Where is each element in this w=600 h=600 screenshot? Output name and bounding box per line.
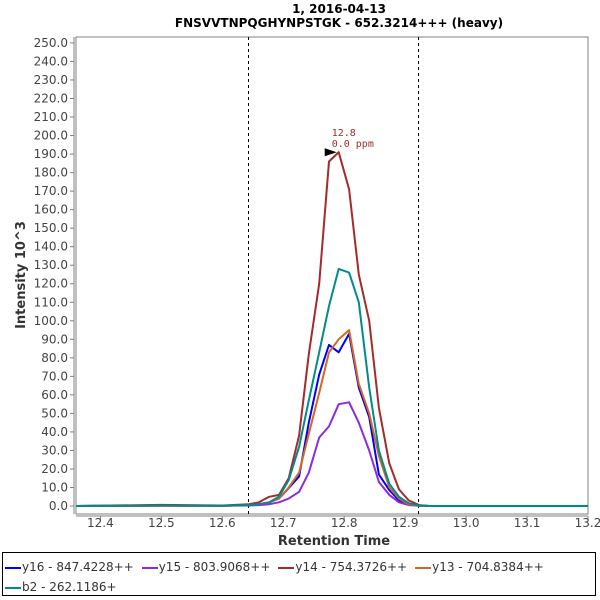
peak-ppm-label: 0.0 ppm [332,139,374,150]
x-tick-label: 12.9 [392,516,419,530]
x-tick-label: 12.8 [331,516,358,530]
legend-swatch [278,566,295,569]
y-tick-label: 60.0 [41,388,68,402]
y-tick-label: 240.0 [34,54,68,68]
y-tick-label: 130.0 [34,258,68,272]
legend-swatch [5,586,21,589]
y-tick-label: 20.0 [41,462,68,476]
y-tick-label: 80.0 [41,351,68,365]
x-tick-label: 12.5 [148,516,175,530]
y-tick-label: 170.0 [34,184,68,198]
chart-subtitle: FNSVVTNPQGHYNPSTGK - 652.3214+++ (heavy) [175,16,503,30]
y-tick-label: 210.0 [34,110,68,124]
y-tick-label: 40.0 [41,425,68,439]
y-tick-label: 220.0 [34,92,68,106]
legend: y16 - 847.4228++ y15 - 803.9068++ y14 - 75… [2,552,596,596]
chart-title: 1, 2016-04-13 [292,2,386,16]
y-tick-label: 0.0 [49,499,68,513]
legend-item: b2 - 262.1186+ [5,577,117,597]
x-tick-label: 13.1 [514,516,541,530]
x-tick-label: 13.2 [575,516,600,530]
peak-arrow-icon [324,148,337,157]
peak-rt-label: 12.8 [332,128,356,139]
x-tick-label: 12.6 [209,516,236,530]
legend-item: y16 - 847.4228++ [5,557,134,577]
y-tick-label: 180.0 [34,166,68,180]
y-tick-label: 230.0 [34,73,68,87]
x-axis-label: Retention Time [278,534,390,549]
y-tick-label: 70.0 [41,369,68,383]
x-tick-label: 13.0 [453,516,480,530]
y-tick-label: 160.0 [34,203,68,217]
legend-label: y15 - 803.9068++ [158,560,271,574]
y-tick-label: 140.0 [34,240,68,254]
y-tick-label: 150.0 [34,221,68,235]
y-axis: 0.0 10.0 20.0 30.0 40.0 50.0 60.0 70.0 80.0 90.0 1… [34,36,75,514]
y-tick-label: 110.0 [34,295,68,309]
y-tick-label: 30.0 [41,443,68,457]
legend-label: y13 - 704.8384++ [432,560,544,574]
legend-item: y13 - 704.8384++ [415,557,544,577]
series-line-b2 [75,267,588,507]
y-tick-label: 90.0 [41,332,68,346]
peak-annotation: 12.8 0.0 ppm [324,128,374,157]
y-tick-label: 50.0 [41,406,68,420]
y-tick-label: 10.0 [41,481,68,495]
legend-label: y16 - 847.4228++ [22,560,134,574]
legend-item: y15 - 803.9068++ [141,557,271,577]
y-tick-label: 200.0 [34,129,68,143]
y-tick-label: 250.0 [34,36,68,50]
legend-item: y14 - 754.3726++ [278,557,407,577]
x-axis: 12.4 12.5 12.6 12.7 12.8 12.9 13.0 13.1 13.2 [76,515,600,530]
legend-swatch [5,566,21,569]
peak-boundaries [247,37,420,514]
x-tick-label: 12.4 [87,516,114,530]
x-tick-label: 12.7 [270,516,297,530]
legend-label: y14 - 754.3726++ [295,560,408,574]
y-tick-label: 190.0 [34,147,68,161]
legend-swatch [141,566,158,569]
series-lines [75,151,588,507]
legend-label: b2 - 262.1186+ [22,580,117,594]
y-tick-label: 100.0 [34,314,68,328]
plot-area [75,36,589,515]
y-tick-label: 120.0 [34,277,68,291]
y-axis-label: Intensity 10^3 [14,221,29,329]
legend-swatch [415,566,432,569]
